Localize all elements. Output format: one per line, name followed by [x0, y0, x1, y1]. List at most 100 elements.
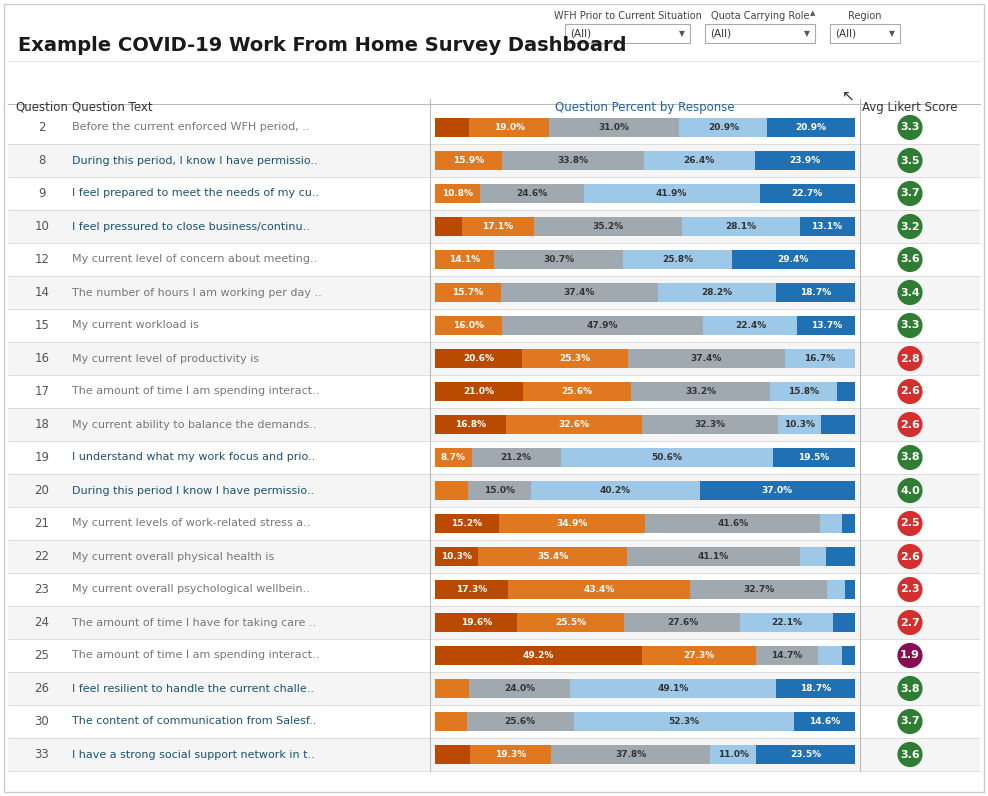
Bar	[467, 481, 531, 501]
Text: 32.6%: 32.6%	[558, 420, 590, 429]
Bar	[8, 243, 980, 276]
Text: My current overall physical health is: My current overall physical health is	[72, 552, 275, 561]
Bar	[8, 573, 980, 606]
Text: 14.7%: 14.7%	[772, 651, 803, 660]
Text: 49.2%: 49.2%	[523, 651, 554, 660]
Bar	[469, 679, 570, 698]
Text: 41.6%: 41.6%	[717, 519, 748, 528]
Bar	[470, 744, 551, 764]
Text: 19: 19	[35, 451, 49, 464]
Text: 31.0%: 31.0%	[599, 123, 629, 132]
Bar	[8, 672, 980, 705]
Bar	[710, 744, 756, 764]
Text: 12: 12	[35, 253, 49, 266]
Bar	[837, 381, 855, 401]
Text: 28.1%: 28.1%	[725, 222, 756, 231]
Text: My current workload is: My current workload is	[72, 321, 199, 330]
Bar	[8, 540, 980, 573]
Bar	[435, 381, 524, 401]
Text: (All): (All)	[835, 29, 857, 38]
Text: 25: 25	[35, 649, 49, 662]
Text: 15.2%: 15.2%	[452, 519, 482, 528]
Text: 15.8%: 15.8%	[787, 387, 819, 396]
Bar	[843, 513, 855, 533]
Text: 50.6%: 50.6%	[651, 453, 683, 462]
Bar	[551, 744, 710, 764]
Text: 14.6%: 14.6%	[809, 717, 840, 726]
Bar	[690, 579, 827, 599]
Text: ▼: ▼	[889, 29, 895, 38]
Bar	[435, 447, 471, 467]
Text: 13.7%: 13.7%	[810, 321, 842, 330]
Text: 27.3%: 27.3%	[684, 651, 714, 660]
Text: 37.4%: 37.4%	[564, 288, 595, 297]
Text: I feel prepared to meet the needs of my cu..: I feel prepared to meet the needs of my …	[72, 189, 319, 198]
Bar	[627, 547, 799, 567]
Bar	[518, 613, 624, 632]
Text: The amount of time I am spending interact..: The amount of time I am spending interac…	[72, 387, 319, 396]
Text: 2.6: 2.6	[900, 387, 920, 396]
Bar	[821, 415, 855, 435]
Circle shape	[898, 412, 922, 436]
Text: (All): (All)	[710, 29, 731, 38]
Text: 17: 17	[35, 385, 49, 398]
Text: 3.7: 3.7	[900, 189, 920, 198]
Bar	[8, 705, 980, 738]
Bar	[843, 646, 855, 665]
Bar	[435, 613, 518, 632]
Text: 35.2%: 35.2%	[592, 222, 623, 231]
Circle shape	[898, 709, 922, 733]
Text: 3.2: 3.2	[900, 221, 920, 232]
Bar	[627, 349, 784, 369]
Text: Example COVID-19 Work From Home Survey Dashboard: Example COVID-19 Work From Home Survey D…	[18, 36, 626, 55]
Text: 41.1%: 41.1%	[698, 552, 729, 561]
Bar	[645, 513, 820, 533]
Text: (All): (All)	[570, 29, 591, 38]
Text: 26.4%: 26.4%	[684, 156, 714, 165]
Text: 9: 9	[39, 187, 45, 200]
Text: 28.2%: 28.2%	[701, 288, 733, 297]
Text: 3.8: 3.8	[900, 684, 920, 693]
Bar	[570, 679, 777, 698]
Bar	[584, 184, 760, 204]
Circle shape	[898, 512, 922, 536]
Text: 8: 8	[39, 154, 45, 167]
Bar	[797, 315, 855, 335]
Text: 19.5%: 19.5%	[798, 453, 830, 462]
Bar	[818, 646, 843, 665]
Bar	[8, 177, 980, 210]
Text: 2.6: 2.6	[900, 419, 920, 430]
Bar	[549, 118, 680, 138]
Text: I understand what my work focus and prio..: I understand what my work focus and prio…	[72, 452, 315, 462]
Bar	[435, 315, 502, 335]
Bar	[755, 150, 855, 170]
Bar	[435, 118, 469, 138]
Bar	[435, 679, 469, 698]
Text: 24.0%: 24.0%	[504, 684, 535, 693]
Bar	[773, 447, 855, 467]
Text: 20.9%: 20.9%	[795, 123, 827, 132]
Circle shape	[898, 248, 922, 271]
Text: 37.0%: 37.0%	[762, 486, 792, 495]
Text: 3.5: 3.5	[900, 155, 920, 166]
Bar	[771, 381, 837, 401]
Text: 18.7%: 18.7%	[800, 684, 831, 693]
Bar	[478, 547, 627, 567]
Text: 33.2%: 33.2%	[685, 387, 716, 396]
Circle shape	[898, 644, 922, 667]
Text: 33.8%: 33.8%	[557, 156, 588, 165]
Text: My current level of concern about meeting..: My current level of concern about meetin…	[72, 255, 317, 264]
Text: 27.6%: 27.6%	[667, 618, 698, 627]
Text: I have a strong social support network in t..: I have a strong social support network i…	[72, 750, 315, 759]
Text: 2.8: 2.8	[900, 353, 920, 364]
Bar	[799, 217, 855, 236]
Text: 21.0%: 21.0%	[463, 387, 495, 396]
Circle shape	[898, 743, 922, 767]
Text: 1.9: 1.9	[900, 650, 920, 661]
Text: 23: 23	[35, 583, 49, 596]
Text: 2.6: 2.6	[900, 552, 920, 561]
Circle shape	[898, 215, 922, 238]
Text: 22.7%: 22.7%	[791, 189, 823, 198]
Text: 40.2%: 40.2%	[600, 486, 630, 495]
Text: 25.3%: 25.3%	[559, 354, 590, 363]
